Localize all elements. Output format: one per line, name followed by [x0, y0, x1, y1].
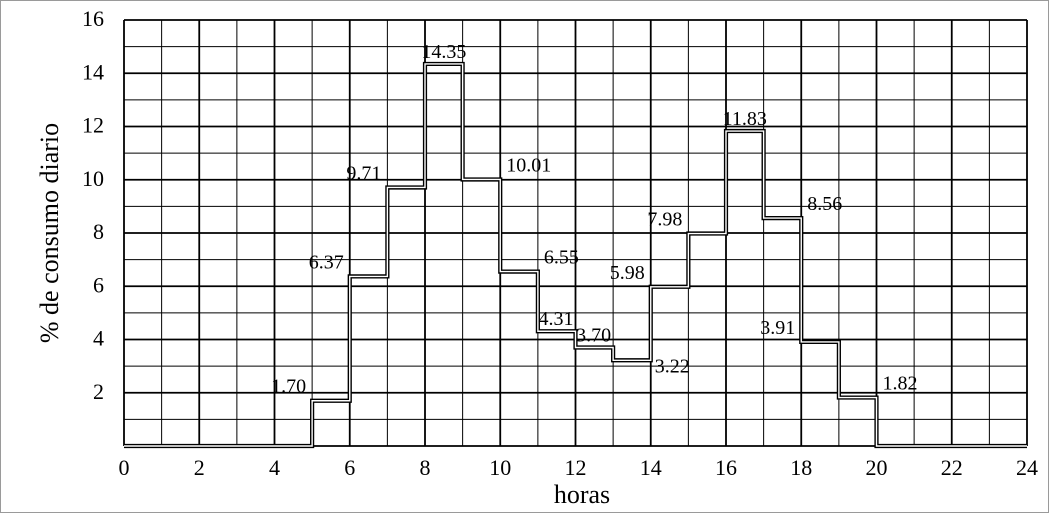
x-tick-label: 20: [866, 455, 888, 480]
data-label: 3.22: [655, 355, 690, 377]
y-axis-label: % de consumo diario: [35, 123, 64, 343]
data-label: 3.91: [760, 317, 795, 339]
data-label: 6.37: [309, 251, 344, 273]
step-line-inner: [124, 63, 1027, 447]
x-tick-label: 24: [1016, 455, 1038, 480]
y-tick-label: 12: [82, 113, 104, 138]
x-tick-label: 2: [194, 455, 205, 480]
x-tick-label: 22: [941, 455, 963, 480]
data-label: 6.55: [544, 247, 579, 269]
y-tick-label: 6: [93, 272, 104, 297]
data-labels: 1.70 6.37 9.71 14.35 10.01 6.55 4.313.70 3.22 5.…: [271, 41, 917, 398]
x-axis-label: horas: [554, 480, 610, 509]
y-tick-label: 16: [82, 6, 104, 31]
x-tick-label: 14: [640, 455, 662, 480]
y-tick-label: 8: [93, 219, 104, 244]
y-tick-label: 4: [93, 326, 104, 351]
x-tick-label: 0: [119, 455, 130, 480]
data-label: 11.83: [723, 108, 767, 130]
data-label: 10.01: [506, 154, 551, 176]
y-tick-label: 10: [82, 166, 104, 191]
data-label: 4.31: [539, 308, 574, 330]
y-tick-label: 14: [82, 59, 104, 84]
y-tick-label: 2: [93, 379, 104, 404]
data-label: 8.56: [807, 193, 842, 215]
data-label: 9.71: [346, 162, 381, 184]
data-label: 7.98: [647, 209, 682, 231]
x-tick-label: 10: [489, 455, 511, 480]
x-tick-label: 16: [715, 455, 737, 480]
x-tick-label: 12: [565, 455, 587, 480]
step-series: [124, 61, 1027, 449]
data-label: 14.35: [421, 41, 466, 63]
data-label: 3.70: [576, 324, 611, 346]
x-tick-label: 18: [790, 455, 812, 480]
x-tick-label: 6: [344, 455, 355, 480]
data-label: 1.82: [883, 373, 918, 395]
x-tick-label: 8: [420, 455, 431, 480]
x-tick-label: 4: [269, 455, 280, 480]
data-label: 1.70: [271, 376, 306, 398]
data-label: 5.98: [610, 262, 645, 284]
